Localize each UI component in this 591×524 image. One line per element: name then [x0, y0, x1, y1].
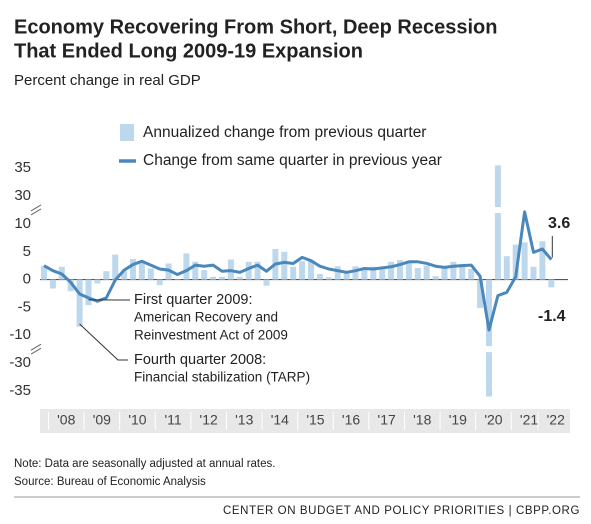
bar [432, 276, 439, 280]
bar [219, 276, 225, 280]
bar [183, 253, 190, 280]
bar [423, 265, 430, 280]
bar [405, 261, 412, 280]
data-label: 3.6 [548, 215, 570, 232]
x-tick-label: '14 [271, 412, 289, 428]
bar [174, 279, 181, 281]
axis-break [30, 347, 42, 355]
x-tick-label: '10 [128, 412, 146, 428]
bar [316, 274, 323, 280]
bar [450, 261, 457, 280]
note: Note: Data are seasonally adjusted at an… [14, 458, 275, 470]
x-tick-label: '22 [547, 412, 565, 428]
bar [138, 262, 145, 280]
chart-title: That Ended Long 2009-19 Expansion [14, 40, 363, 62]
bar [334, 266, 341, 280]
x-tick-label: '18 [413, 412, 431, 428]
bar [521, 242, 528, 280]
bar [459, 264, 466, 280]
x-tick-label: '08 [57, 412, 75, 428]
bar [156, 279, 163, 286]
bar [468, 269, 475, 280]
x-tick-label: '13 [235, 412, 253, 428]
bar [41, 265, 47, 280]
bar [352, 266, 359, 280]
annotation-heading: First quarter 2009: [134, 292, 252, 308]
bar [76, 279, 83, 327]
annotation-text: Financial stabilization (TARP) [134, 370, 310, 385]
bar [210, 276, 217, 280]
bar [130, 259, 136, 280]
y-tick-label: 30 [14, 187, 31, 204]
bar [539, 241, 546, 280]
y-tick-label: 0 [23, 271, 31, 288]
annotation-leader [79, 323, 128, 361]
y-tick-label: -30 [9, 354, 31, 371]
source: Source: Bureau of Economic Analysis [14, 476, 206, 488]
bar [486, 279, 492, 397]
bar [201, 270, 208, 280]
bar [379, 267, 386, 280]
axis-break [30, 208, 42, 216]
y-tick-label: 5 [23, 243, 31, 260]
y-tick-label: -35 [9, 382, 31, 399]
annotation-text: American Recovery and [134, 310, 278, 325]
y-tick-label: 35 [14, 159, 31, 176]
y-tick-label: -5 [18, 298, 31, 315]
bar [147, 268, 154, 280]
footer: CENTER ON BUDGET AND POLICY PRIORITIES |… [223, 505, 580, 517]
y-tick-label: 10 [14, 215, 31, 232]
bar [361, 268, 368, 280]
x-tick-label: '15 [306, 412, 324, 428]
chart-subtitle: Percent change in real GDP [14, 72, 201, 89]
x-axis-band [40, 409, 570, 433]
bar [290, 266, 297, 280]
annotation-text: Reinvestment Act of 2009 [134, 328, 288, 343]
bar [112, 254, 119, 280]
x-tick-label: '09 [93, 412, 111, 428]
bar [281, 251, 288, 280]
annotation-heading: Fourth quarter 2008: [134, 352, 266, 368]
x-tick-label: '17 [378, 412, 396, 428]
bar [49, 279, 56, 289]
x-tick-label: '12 [200, 412, 218, 428]
axis-break [30, 343, 42, 351]
x-tick-label: '19 [449, 412, 467, 428]
bar [94, 279, 101, 284]
bar [308, 261, 314, 280]
bar [263, 279, 270, 286]
bar [548, 279, 555, 288]
bar [414, 267, 421, 280]
bar [325, 277, 332, 280]
chart-title: Economy Recovering From Short, Deep Rece… [14, 16, 497, 38]
x-tick-label: '21 [520, 412, 538, 428]
x-tick-label: '20 [484, 412, 502, 428]
legend-label: Change from same quarter in previous yea… [143, 152, 442, 169]
bar [85, 279, 92, 306]
bar [441, 267, 448, 280]
x-tick-label: '11 [164, 412, 181, 428]
bar [530, 266, 537, 280]
bar [343, 272, 350, 280]
x-tick-label: '16 [342, 412, 360, 428]
axis-break [30, 204, 42, 212]
line [43, 210, 553, 332]
bar [388, 261, 395, 280]
bar [494, 165, 501, 280]
y-tick-label: -10 [9, 326, 31, 343]
legend-swatch [120, 124, 134, 141]
legend-label: Annualized change from previous quarter [143, 124, 426, 141]
bar [503, 256, 510, 280]
bar [236, 276, 243, 280]
bar [245, 261, 252, 280]
bar [103, 271, 110, 280]
data-label: -1.4 [538, 308, 566, 325]
bar [299, 261, 306, 280]
